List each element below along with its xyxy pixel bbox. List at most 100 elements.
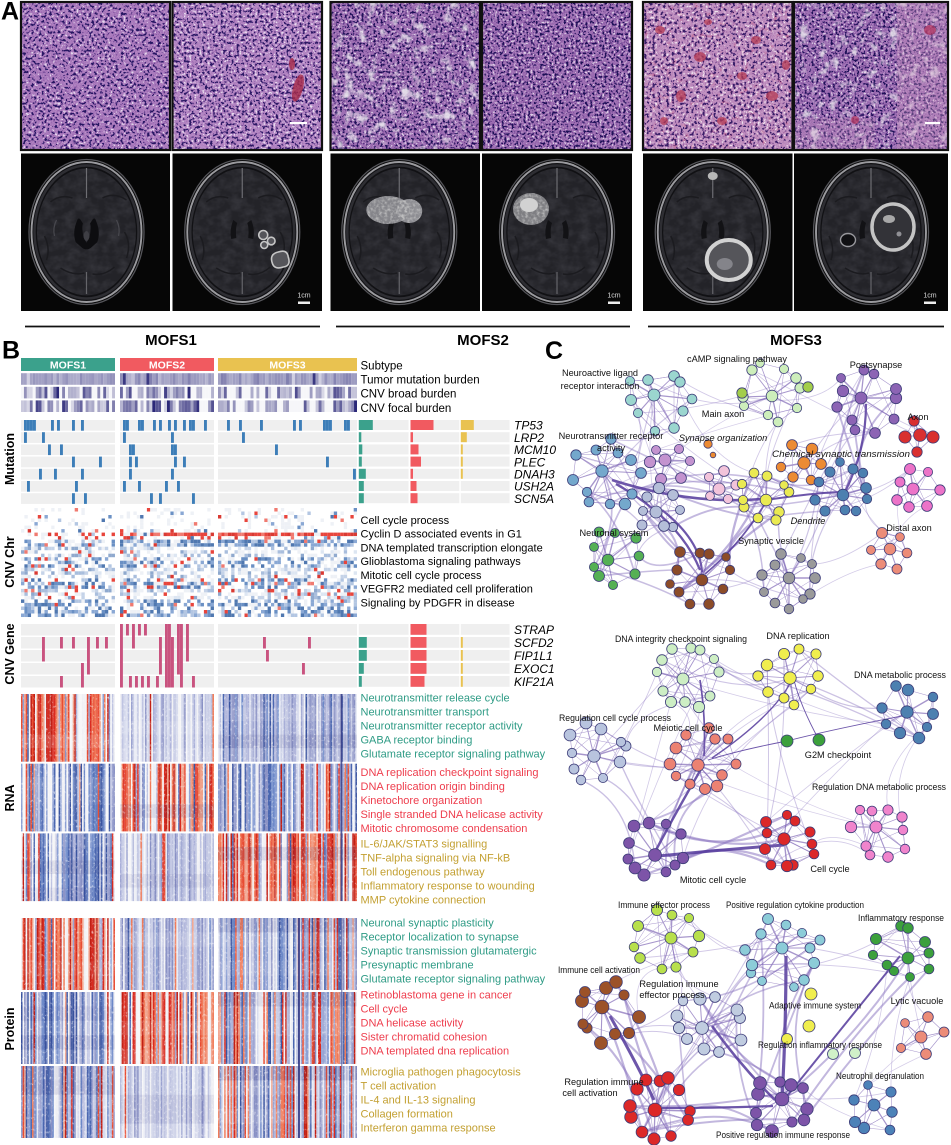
svg-text:Neurotransmitter release cycle: Neurotransmitter release cycle <box>361 693 510 705</box>
svg-text:GABA receptor binding: GABA receptor binding <box>361 735 473 747</box>
svg-text:1cm: 1cm <box>923 293 936 300</box>
svg-text:Main axon: Main axon <box>702 409 744 419</box>
svg-text:receptor interaction: receptor interaction <box>561 381 640 391</box>
svg-text:MOFS2: MOFS2 <box>457 332 509 349</box>
svg-text:RNA: RNA <box>3 784 17 811</box>
svg-text:MOFS1: MOFS1 <box>50 359 86 371</box>
svg-text:DNA metabolic process: DNA metabolic process <box>854 670 946 680</box>
svg-text:SCFD2: SCFD2 <box>514 636 554 650</box>
svg-text:Regulation inflammatory respon: Regulation inflammatory response <box>758 1040 882 1050</box>
svg-text:Dendrite: Dendrite <box>791 516 826 526</box>
svg-text:Regulation DNA metabolic proce: Regulation DNA metabolic process <box>812 782 946 792</box>
svg-text:C: C <box>545 337 563 365</box>
svg-text:Cell cycle process: Cell cycle process <box>361 515 450 527</box>
svg-text:activity: activity <box>597 443 625 453</box>
svg-text:MMP cytokine connection: MMP cytokine connection <box>361 894 486 906</box>
svg-text:Inflammatory response: Inflammatory response <box>858 913 944 923</box>
svg-text:Synapse organization: Synapse organization <box>679 433 767 443</box>
svg-text:Inflammatory response to wound: Inflammatory response to wounding <box>361 880 535 892</box>
svg-text:Protein: Protein <box>3 1007 17 1050</box>
svg-text:Neurotransmitter transport: Neurotransmitter transport <box>361 707 489 719</box>
svg-text:Regulation immune: Regulation immune <box>564 1077 643 1087</box>
svg-text:Mitotic cell cycle process: Mitotic cell cycle process <box>361 570 483 582</box>
svg-text:Retinoblastoma gene in cancer: Retinoblastoma gene in cancer <box>361 990 513 1002</box>
svg-text:1cm: 1cm <box>297 293 310 300</box>
svg-text:Meiotic cell cycle: Meiotic cell cycle <box>654 723 723 733</box>
svg-text:Postsynapse: Postsynapse <box>850 360 903 370</box>
svg-text:Interferon gamma response: Interferon gamma response <box>361 1123 496 1135</box>
svg-text:A: A <box>1 0 19 26</box>
svg-text:Immune cell activation: Immune cell activation <box>558 965 640 975</box>
svg-text:Signaling by PDGFR in disease: Signaling by PDGFR in disease <box>361 597 515 609</box>
svg-text:cell activation: cell activation <box>562 1088 617 1098</box>
svg-text:KIF21A: KIF21A <box>514 675 554 689</box>
svg-text:Distal axon: Distal axon <box>886 523 931 533</box>
svg-text:STRAP: STRAP <box>514 623 554 637</box>
svg-text:Neurotransmitter receptor acti: Neurotransmitter receptor activity <box>361 721 523 733</box>
svg-text:MCM10: MCM10 <box>514 443 556 457</box>
svg-text:MOFS3: MOFS3 <box>770 332 822 349</box>
svg-text:Positive regulation cytokine p: Positive regulation cytokine production <box>726 900 864 910</box>
svg-text:Axon: Axon <box>908 412 929 422</box>
svg-text:G2M checkpoint: G2M checkpoint <box>805 750 872 760</box>
svg-text:Regulation immune: Regulation immune <box>639 979 718 989</box>
svg-text:Subtype: Subtype <box>361 360 403 372</box>
svg-text:Cell cycle: Cell cycle <box>361 1004 408 1016</box>
svg-text:Sister chromatid cohesion: Sister chromatid cohesion <box>361 1032 488 1044</box>
svg-text:TNF-alpha signaling via NF-kB: TNF-alpha signaling via NF-kB <box>361 852 511 864</box>
svg-text:Kinetochore organization: Kinetochore organization <box>361 795 483 807</box>
svg-text:DNA templated transcription el: DNA templated transcription elongate <box>361 542 543 554</box>
svg-text:effector process: effector process <box>639 990 705 1000</box>
svg-text:Mutation: Mutation <box>3 433 17 485</box>
svg-text:Tumor mutation burden: Tumor mutation burden <box>361 374 480 386</box>
svg-text:Cell cycle: Cell cycle <box>810 864 849 874</box>
svg-text:DNAH3: DNAH3 <box>514 468 555 482</box>
svg-text:Receptor localization to synap: Receptor localization to synapse <box>361 931 519 943</box>
svg-text:T cell activation: T cell activation <box>361 1081 437 1093</box>
svg-text:DNA replication origin binding: DNA replication origin binding <box>361 781 505 793</box>
svg-text:Glutamate receptor signaling p: Glutamate receptor signaling pathway <box>361 749 546 761</box>
svg-text:Cyclin D associated events in: Cyclin D associated events in G1 <box>361 529 522 541</box>
svg-text:DNA replication checkpoint sig: DNA replication checkpoint signaling <box>361 767 539 779</box>
svg-text:1cm: 1cm <box>607 293 620 300</box>
svg-text:Synaptic transmission glutamat: Synaptic transmission glutamatergic <box>361 945 538 957</box>
svg-text:B: B <box>2 337 20 365</box>
svg-text:Neuronal synaptic plasticity: Neuronal synaptic plasticity <box>361 917 495 929</box>
svg-text:DNA templated dna replication: DNA templated dna replication <box>361 1046 510 1058</box>
svg-text:Adaptive immune system: Adaptive immune system <box>769 1001 861 1011</box>
svg-text:Presynaptic membrane: Presynaptic membrane <box>361 959 474 971</box>
svg-text:cAMP signaling pathway: cAMP signaling pathway <box>687 354 787 364</box>
svg-text:DNA replication: DNA replication <box>766 631 829 641</box>
svg-text:Regulation cell cycle process: Regulation cell cycle process <box>559 713 671 723</box>
svg-text:Neurotransmitter receptor: Neurotransmitter receptor <box>559 431 664 441</box>
svg-text:MOFS2: MOFS2 <box>149 359 185 371</box>
svg-text:Synaptic vesicle: Synaptic vesicle <box>738 536 804 546</box>
svg-text:Neutrophil degranulation: Neutrophil degranulation <box>836 1071 924 1081</box>
svg-text:Positive regulation immune res: Positive regulation immune response <box>716 1130 850 1140</box>
svg-text:Mitotic chromosome condensatio: Mitotic chromosome condensation <box>361 823 528 835</box>
svg-text:IL-4 and IL-13 signaling: IL-4 and IL-13 signaling <box>361 1095 476 1107</box>
svg-text:CNV broad burden: CNV broad burden <box>361 389 457 401</box>
svg-text:LRP2: LRP2 <box>514 431 544 445</box>
svg-text:Toll endogenous pathway: Toll endogenous pathway <box>361 866 486 878</box>
svg-text:FIP1L1: FIP1L1 <box>514 649 553 663</box>
svg-text:SCN5A: SCN5A <box>514 492 554 506</box>
svg-text:Immune effector process: Immune effector process <box>618 900 710 910</box>
svg-text:Chemical synaptic transmission: Chemical synaptic transmission <box>772 449 910 459</box>
svg-text:Glutamate receptor signaling p: Glutamate receptor signaling pathway <box>361 973 546 985</box>
svg-text:Glioblastoma signaling pathway: Glioblastoma signaling pathways <box>361 556 522 568</box>
svg-text:Collagen formation: Collagen formation <box>361 1109 453 1121</box>
svg-text:Mitotic cell cycle: Mitotic cell cycle <box>680 875 746 885</box>
svg-text:TP53: TP53 <box>514 419 543 433</box>
svg-text:CNV Chr: CNV Chr <box>3 536 17 588</box>
svg-text:IL-6/JAK/STAT3 signalling: IL-6/JAK/STAT3 signalling <box>361 838 488 850</box>
svg-text:EXOC1: EXOC1 <box>514 662 555 676</box>
svg-text:Microglia pathogen phagocytosi: Microglia pathogen phagocytosis <box>361 1067 522 1079</box>
svg-text:MOFS1: MOFS1 <box>145 332 197 349</box>
svg-text:CNV Gene: CNV Gene <box>3 623 17 684</box>
svg-text:Neuronal system: Neuronal system <box>580 528 649 538</box>
svg-text:DNA integrity checkpoint signa: DNA integrity checkpoint signaling <box>615 634 747 644</box>
svg-text:Neuroactive ligand: Neuroactive ligand <box>562 368 638 378</box>
svg-text:PLEC: PLEC <box>514 455 546 469</box>
svg-text:Single stranded DNA helicase a: Single stranded DNA helicase activity <box>361 809 544 821</box>
